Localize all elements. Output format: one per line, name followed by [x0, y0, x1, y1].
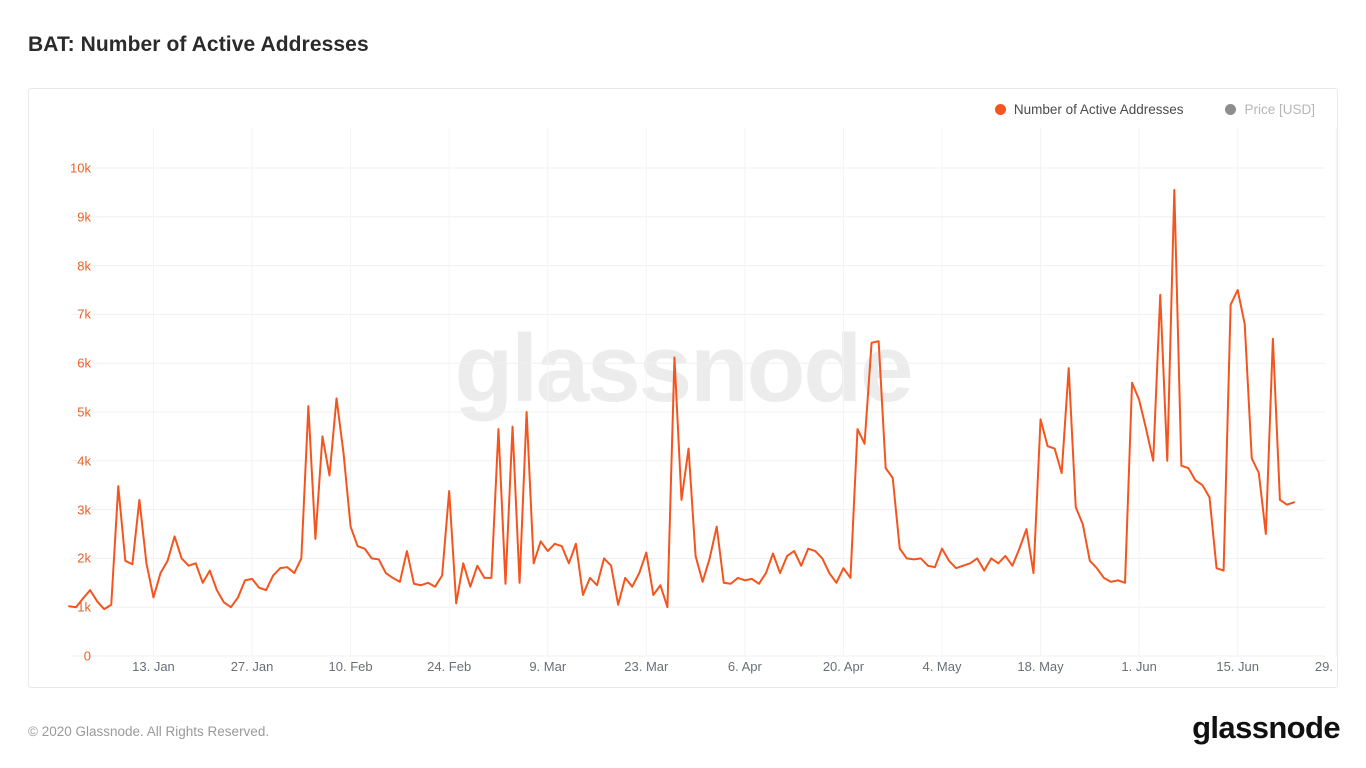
legend-item-active-addresses[interactable]: Number of Active Addresses: [994, 102, 1184, 117]
glassnode-logo: glassnode: [1192, 710, 1341, 745]
legend-item-price[interactable]: Price [USD]: [1225, 102, 1315, 117]
legend-dot-icon-active-addresses: [994, 104, 1006, 115]
series-paths: [68, 188, 1295, 611]
chart-svg: [68, 128, 1337, 657]
series-line-active-addresses: [68, 188, 1295, 611]
gridlines: [71, 128, 1337, 657]
legend-label-price: Price [USD]: [1244, 102, 1315, 117]
chart-legend: Number of Active Addresses Price [USD]: [994, 102, 1315, 117]
footer-copyright: © 2020 Glassnode. All Rights Reserved.: [28, 724, 270, 739]
legend-dot-icon-price: [1225, 104, 1237, 115]
plot-area: 0 1k 2k 3k 4k 5k 6k 7k 8k 9k 10k 13. Jan 27. Jan 10.…: [29, 89, 1337, 687]
page-title: BAT: Number of Active Addresses: [28, 33, 369, 56]
chart-card: Number of Active Addresses Price [USD] g…: [28, 88, 1338, 688]
legend-label-active-addresses: Number of Active Addresses: [1013, 102, 1184, 117]
